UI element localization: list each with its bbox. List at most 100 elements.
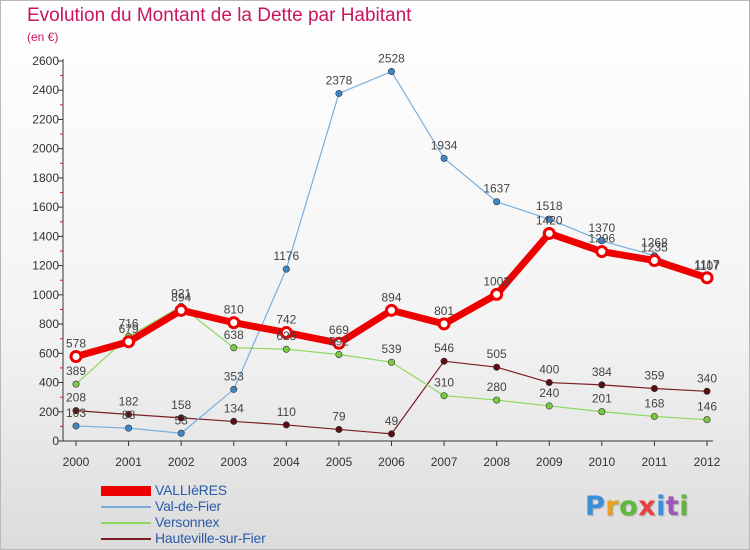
y-tick-label: 600 (39, 346, 59, 360)
data-label: 1420 (536, 213, 563, 227)
chart-title: Evolution du Montant de la Dette par Hab… (27, 5, 412, 26)
data-label: 1117 (695, 258, 720, 272)
logo-letter: P (585, 491, 606, 522)
data-label: 168 (644, 396, 664, 410)
x-tick-label: 2012 (694, 455, 721, 469)
proxiti-logo: Proxiti (585, 491, 689, 522)
logo-letter: r (605, 491, 620, 522)
data-point (703, 387, 711, 395)
data-point (650, 385, 658, 393)
data-point (279, 326, 293, 340)
data-point (598, 381, 606, 389)
data-point (72, 380, 80, 388)
data-point (545, 402, 553, 410)
x-tick-label: 2009 (536, 455, 563, 469)
x-tick-label: 2007 (431, 455, 458, 469)
data-point (387, 358, 395, 366)
data-point (335, 425, 343, 433)
y-tick-label: 1600 (32, 200, 59, 214)
data-label: 1518 (536, 199, 563, 213)
data-label: 1235 (641, 241, 668, 255)
data-point (230, 417, 238, 425)
data-label: 505 (487, 347, 507, 361)
data-point (177, 414, 185, 422)
legend-label: VALLIèRES (155, 482, 227, 498)
data-label: 1637 (483, 182, 510, 196)
data-point (385, 303, 398, 317)
data-label: 539 (381, 342, 401, 356)
y-tick-label: 1800 (32, 171, 59, 185)
data-label: 810 (224, 303, 244, 317)
data-point (230, 385, 238, 393)
legend-swatch (101, 522, 151, 524)
data-label: 310 (434, 376, 454, 390)
legend-item: VALLIèRES (101, 482, 401, 499)
data-point (72, 407, 80, 415)
data-label: 1934 (431, 138, 458, 152)
data-label: 1296 (588, 232, 615, 246)
data-label: 546 (434, 341, 454, 355)
x-tick-label: 2005 (326, 455, 353, 469)
x-tick-label: 2002 (168, 455, 195, 469)
legend-item: Versonnex (101, 514, 401, 531)
data-label: 384 (592, 365, 612, 379)
data-point (332, 336, 346, 350)
legend-swatch (101, 486, 151, 496)
data-label: 669 (329, 323, 349, 337)
y-tick-label: 2400 (32, 83, 59, 97)
data-point (122, 335, 136, 349)
data-label: 628 (276, 329, 296, 343)
x-tick-label: 2000 (63, 455, 90, 469)
data-label: 53 (174, 413, 188, 427)
data-label: 1268 (641, 236, 668, 250)
data-point (72, 422, 80, 430)
x-tick-label: 2008 (483, 455, 510, 469)
line-chart: 0 200 400 600 800 1000 1200 1400 1600 1800 2000 220… (32, 52, 721, 469)
data-label: 1003 (483, 274, 510, 288)
data-label: 280 (487, 380, 507, 394)
data-label: 801 (434, 304, 454, 318)
x-tick-label: 2001 (115, 455, 142, 469)
data-label: 638 (224, 328, 244, 342)
data-point (493, 198, 501, 206)
data-point (335, 350, 343, 358)
data-point (650, 412, 658, 420)
data-point (282, 265, 290, 273)
data-point (647, 254, 661, 267)
data-point (282, 345, 290, 353)
chart-legend: VALLIèRES Val-de-Fier Versonnex Hauteville-… (101, 482, 401, 547)
legend-item: Val-de-Fier (101, 498, 401, 515)
data-point (387, 68, 395, 76)
data-label: 146 (697, 400, 717, 414)
x-tick-label: 2003 (220, 455, 247, 469)
data-point (174, 303, 188, 317)
data-point (437, 317, 451, 331)
y-tick-label: 2600 (32, 54, 59, 68)
data-label: 716 (119, 316, 139, 330)
data-point (598, 237, 606, 245)
data-point (335, 89, 343, 97)
data-label: 110 (277, 405, 296, 419)
y-tick-label: 1400 (32, 229, 59, 243)
legend-label: Hauteville-sur-Fier (155, 530, 266, 546)
legend-swatch (101, 506, 151, 508)
data-point (493, 396, 501, 404)
x-tick-label: 2004 (273, 455, 300, 469)
data-point (227, 316, 241, 330)
data-label: 389 (66, 364, 86, 378)
data-label: 1176 (273, 249, 299, 263)
data-point (440, 357, 448, 365)
data-label: 353 (224, 369, 244, 383)
data-point (125, 410, 133, 418)
y-tick-label: 200 (39, 405, 59, 419)
data-label: 103 (66, 406, 86, 420)
data-label: 88 (122, 408, 136, 422)
data-point (598, 408, 606, 416)
data-label: 182 (119, 394, 139, 408)
chart-subtitle: (en €) (27, 30, 59, 44)
data-label: 894 (171, 290, 191, 304)
y-tick-label: 400 (39, 376, 59, 390)
data-point (545, 379, 553, 387)
data-label: 592 (329, 334, 349, 348)
data-label: 158 (171, 398, 191, 412)
